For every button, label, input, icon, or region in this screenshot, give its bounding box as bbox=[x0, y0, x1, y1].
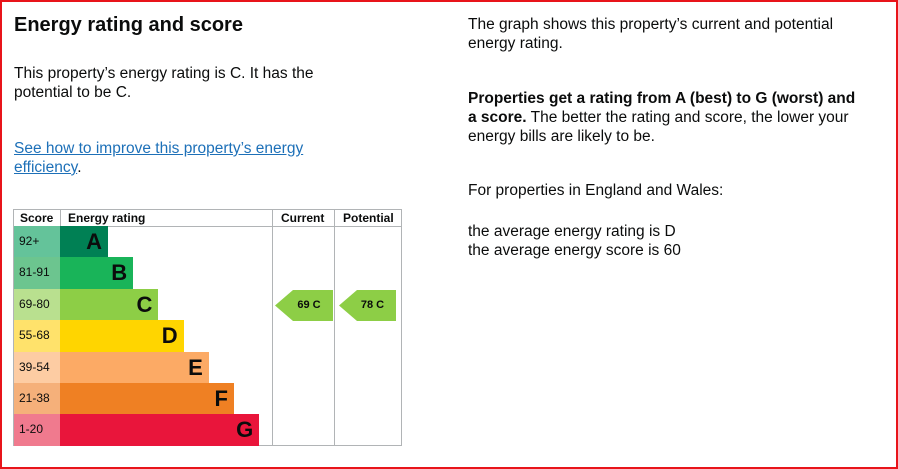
energy-rating-table: Score Energy rating Current Potential 92… bbox=[13, 209, 402, 446]
rating-explanation: Properties get a rating from A (best) to… bbox=[468, 89, 868, 146]
column-divider bbox=[334, 210, 335, 445]
score-range: 92+ bbox=[14, 226, 60, 258]
rating-explanation-rest: The better the rating and score, the low… bbox=[468, 109, 849, 145]
rating-row-a: 92+ A bbox=[14, 226, 401, 258]
header-divider bbox=[14, 226, 401, 227]
england-wales-label: For properties in England and Wales: bbox=[468, 182, 724, 199]
rating-row-c: 69-80 C bbox=[14, 288, 401, 321]
score-range: 1-20 bbox=[14, 414, 60, 446]
graph-description: The graph shows this property’s current … bbox=[468, 16, 834, 52]
rating-intro: This property’s energy rating is C. It h… bbox=[14, 65, 314, 101]
average-score: the average energy score is 60 bbox=[468, 242, 681, 259]
link-suffix: . bbox=[77, 159, 82, 176]
rating-bar: G bbox=[60, 414, 260, 446]
score-range: 55-68 bbox=[14, 320, 60, 352]
rating-row-e: 39-54 E bbox=[14, 351, 401, 383]
average-rating: the average energy rating is D bbox=[468, 223, 676, 240]
header-score: Score bbox=[20, 211, 54, 225]
page-title: Energy rating and score bbox=[14, 14, 243, 36]
header-potential: Potential bbox=[343, 211, 394, 225]
rating-bar: C bbox=[60, 288, 159, 321]
score-range: 69-80 bbox=[14, 288, 60, 321]
rating-bar: A bbox=[60, 226, 108, 258]
score-range: 21-38 bbox=[14, 383, 60, 415]
score-range: 81-91 bbox=[14, 257, 60, 289]
improve-paragraph: See how to improve this property’s energ… bbox=[14, 139, 354, 177]
score-range: 39-54 bbox=[14, 351, 60, 383]
rating-bar: F bbox=[60, 383, 234, 415]
header-current: Current bbox=[281, 211, 325, 225]
header-energy-rating: Energy rating bbox=[68, 211, 146, 225]
rating-row-b: 81-91 B bbox=[14, 257, 401, 289]
rating-bar: B bbox=[60, 257, 134, 289]
column-divider bbox=[272, 210, 273, 445]
rating-row-g: 1-20 G bbox=[14, 414, 401, 446]
rating-row-d: 55-68 D bbox=[14, 320, 401, 352]
rating-explanation-bold: Properties get a rating from A (best) to… bbox=[468, 90, 856, 126]
rating-bar: E bbox=[60, 351, 209, 383]
rating-row-f: 21-38 F bbox=[14, 383, 401, 415]
rating-bar: D bbox=[60, 320, 184, 352]
improve-efficiency-link[interactable]: See how to improve this property’s energ… bbox=[14, 140, 304, 176]
